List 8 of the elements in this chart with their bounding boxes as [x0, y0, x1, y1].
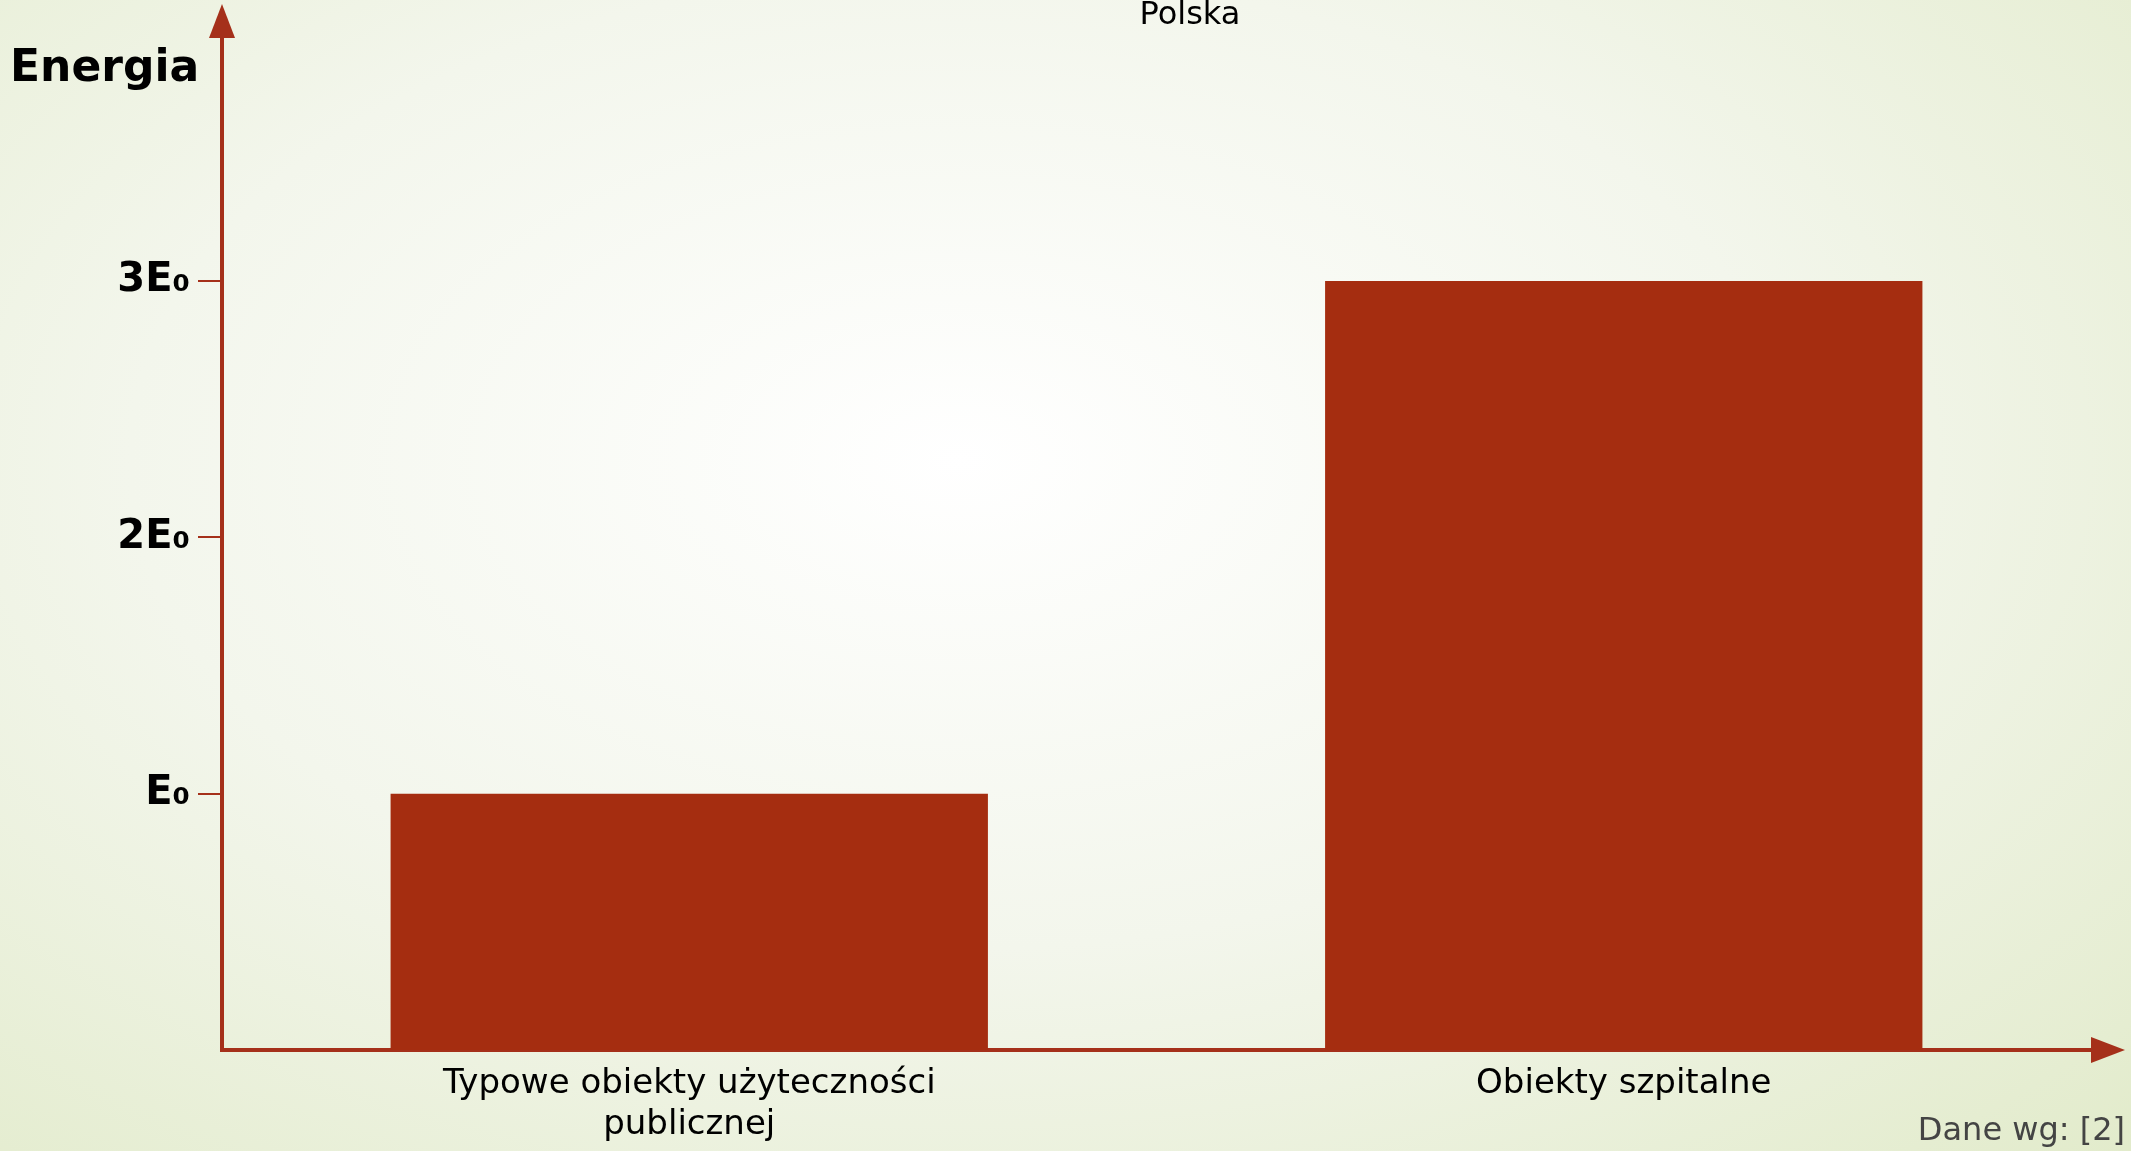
x-tick-label: Obiekty szpitalne — [1476, 1061, 1772, 1102]
y-tick-label: 2E₀ — [117, 510, 190, 557]
y-tick-label: 3E₀ — [117, 254, 190, 301]
y-tick-label: E₀ — [145, 767, 190, 814]
chart-title: Polska — [1139, 0, 1241, 33]
x-tick-label: Typowe obiekty użyteczności publicznej — [441, 1061, 936, 1143]
y-axis-title: Energia — [10, 40, 200, 92]
text: Dane wg: [2] — [1917, 1110, 2125, 1149]
